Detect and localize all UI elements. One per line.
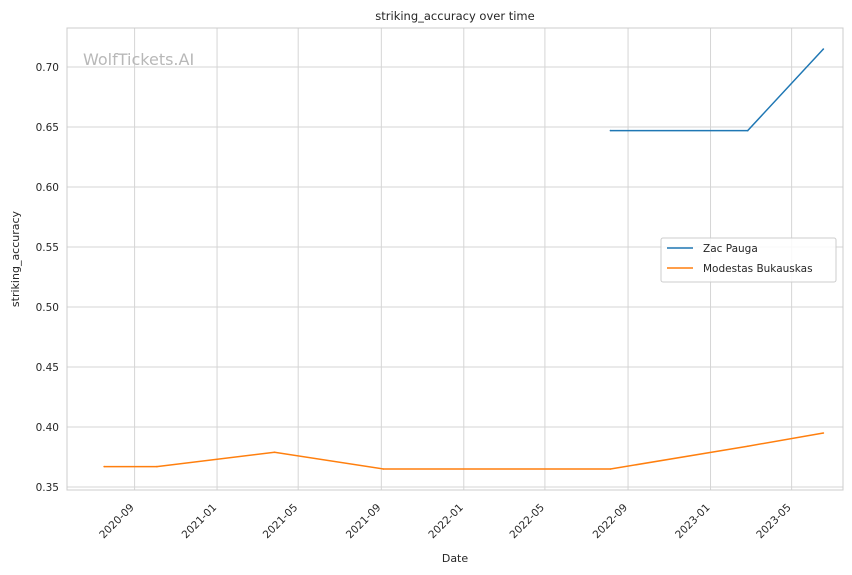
x-tick-label: 2020-09	[97, 502, 137, 542]
data-point-modestas-bukauskas	[382, 468, 385, 470]
x-tick-label: 2023-01	[673, 502, 713, 542]
y-tick-label: 0.40	[36, 422, 59, 434]
data-point-modestas-bukauskas	[156, 465, 158, 468]
plot-area	[66, 27, 844, 491]
x-tick-label: 2022-09	[591, 502, 631, 542]
y-axis-label: striking_accuracy	[9, 210, 22, 307]
data-point-modestas-bukauskas	[609, 468, 612, 470]
series-group	[103, 48, 825, 470]
y-tick-label: 0.70	[36, 62, 59, 74]
watermark: WolfTickets.AI	[83, 50, 194, 69]
y-tick-label: 0.45	[36, 362, 59, 374]
y-tick-label: 0.65	[36, 122, 59, 134]
data-point-zac-pauga	[822, 48, 825, 50]
x-tick-label: 2022-01	[426, 502, 466, 542]
y-tick-label: 0.35	[36, 482, 59, 494]
data-point-zac-pauga	[609, 129, 612, 132]
legend-label-zac-pauga: Zac Pauga	[703, 243, 758, 255]
data-point-modestas-bukauskas	[822, 432, 825, 434]
grid	[67, 28, 843, 490]
x-tick-label: 2021-05	[261, 502, 301, 542]
x-tick-label: 2021-01	[180, 502, 220, 542]
data-point-modestas-bukauskas	[273, 451, 276, 454]
y-tick-label: 0.55	[36, 242, 59, 254]
x-tick-label: 2023-05	[754, 502, 794, 542]
data-point-modestas-bukauskas	[746, 445, 749, 448]
x-axis-label: Date	[442, 552, 469, 565]
x-tick-label: 2021-09	[344, 502, 384, 542]
data-point-modestas-bukauskas	[103, 465, 105, 468]
y-tick-label: 0.60	[36, 182, 59, 194]
y-tick-label: 0.50	[36, 302, 59, 314]
data-point-zac-pauga	[746, 129, 749, 132]
x-tick-label: 2022-05	[508, 502, 548, 542]
legend: Zac Pauga Modestas Bukauskas	[660, 237, 837, 283]
legend-label-modestas-bukauskas: Modestas Bukauskas	[703, 263, 813, 275]
legend-box	[660, 237, 837, 283]
chart-title: striking_accuracy over time	[375, 9, 534, 23]
